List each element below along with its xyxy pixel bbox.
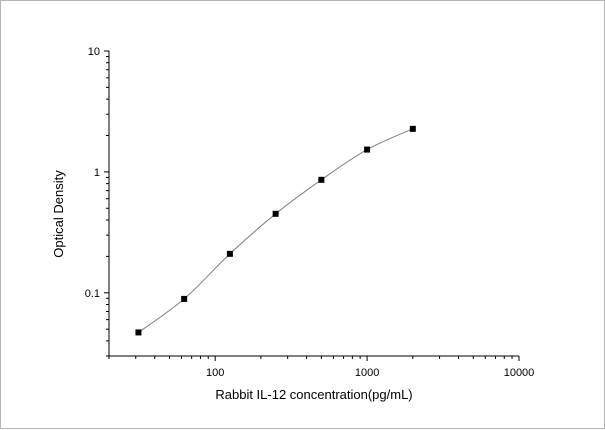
y-tick-label: 0.1 (85, 288, 100, 300)
y-tick-label: 1 (94, 167, 100, 179)
data-point (364, 146, 371, 153)
fit-curve (138, 128, 414, 333)
axes (108, 51, 519, 357)
data-point (318, 176, 325, 183)
x-tick-label: 1000 (355, 367, 379, 379)
y-axis-title: Optical Density (51, 170, 66, 258)
y-tick-label: 10 (88, 46, 100, 58)
x-axis-title: Rabbit IL-12 concentration(pg/mL) (215, 387, 412, 402)
data-point (409, 125, 416, 132)
data-points (135, 125, 416, 336)
data-point (181, 295, 188, 302)
data-point (135, 329, 142, 336)
x-tick-label: 100 (206, 367, 224, 379)
data-point (226, 250, 233, 257)
tick-labels: 100 1000 10000 0.1 1 10 (85, 46, 535, 379)
data-point (272, 210, 279, 217)
x-tick-label: 10000 (504, 367, 535, 379)
ticks (104, 50, 520, 361)
